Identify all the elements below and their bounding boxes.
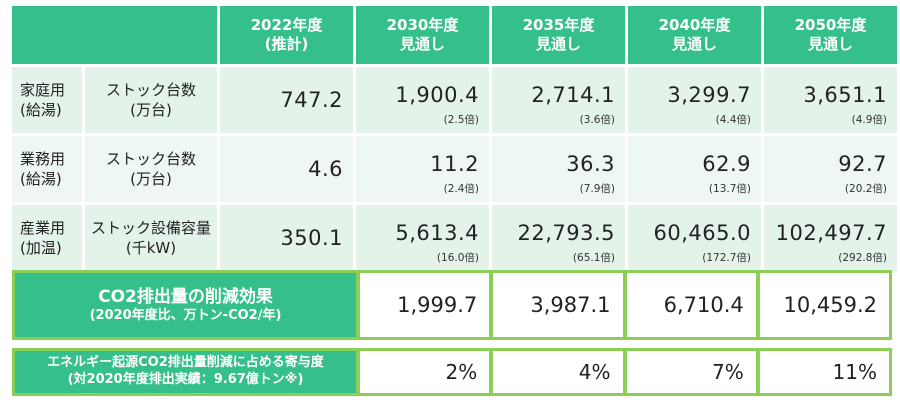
header-note: 見通し bbox=[807, 35, 853, 53]
multiplier: (13.7倍) bbox=[708, 183, 751, 195]
row-category-commercial: 業務用 (給湯) bbox=[12, 136, 82, 202]
value-cell: 22,793.5 (65.1倍) bbox=[492, 205, 625, 271]
value-number: 350.1 bbox=[280, 226, 343, 250]
multiplier: (4.9倍) bbox=[851, 114, 887, 126]
metric-line1: ストック台数 bbox=[105, 149, 196, 168]
metric-line2: (千kW) bbox=[125, 239, 177, 257]
value-cell: 2,714.1 (3.6倍) bbox=[492, 67, 625, 133]
header-2050: 2050年度 見通し bbox=[764, 6, 897, 64]
row-metric-industrial: ストック設備容量 (千kW) bbox=[85, 205, 217, 271]
value-number: 11.2 bbox=[430, 152, 479, 176]
multiplier: (65.1倍) bbox=[572, 252, 615, 264]
multiplier: (172.7倍) bbox=[702, 252, 751, 264]
value-cell: 62.9 (13.7倍) bbox=[628, 136, 761, 202]
metric-line1: ストック設備容量 bbox=[90, 218, 211, 237]
header-note: 見通し bbox=[535, 35, 581, 53]
header-2040: 2040年度 見通し bbox=[628, 6, 761, 64]
value-cell: 747.2 bbox=[220, 67, 353, 133]
value-number: 22,793.5 bbox=[517, 221, 615, 245]
co2-reduction-unit: (2020年度比、万トン-CO2/年) bbox=[89, 307, 282, 323]
category-line2: (給湯) bbox=[20, 170, 62, 188]
category-line2: (給湯) bbox=[20, 101, 62, 119]
row-metric-residential: ストック台数 (万台) bbox=[85, 67, 217, 133]
co2-reduction-2050: 10,459.2 bbox=[759, 273, 889, 337]
co2-reduction-label: CO2排出量の削減効果 (2020年度比、万トン-CO2/年) bbox=[15, 273, 356, 337]
value-cell: 1,900.4 (2.5倍) bbox=[356, 67, 489, 133]
header-year: 2030年度 bbox=[386, 16, 459, 35]
contribution-note: (対2020年度排出実績：9.67億トン※) bbox=[67, 372, 304, 387]
multiplier: (4.4倍) bbox=[715, 114, 751, 126]
value-number: 60,465.0 bbox=[653, 221, 751, 245]
value-cell: 350.1 bbox=[220, 205, 353, 271]
co2-reduction-2040: 6,710.4 bbox=[626, 273, 756, 337]
value-number: 1,900.4 bbox=[395, 83, 479, 107]
row-category-industrial: 産業用 (加温) bbox=[12, 205, 82, 271]
header-2022: 2022年度 (推計) bbox=[220, 6, 353, 64]
value-number: 5,613.4 bbox=[395, 221, 479, 245]
contribution-band: エネルギー起源CO2排出量削減に占める寄与度 (対2020年度排出実績：9.67… bbox=[12, 348, 892, 396]
multiplier: (3.6倍) bbox=[579, 114, 615, 126]
value-cell: 5,613.4 (16.0倍) bbox=[356, 205, 489, 271]
value-cell: 36.3 (7.9倍) bbox=[492, 136, 625, 202]
co2-reduction-title: CO2排出量の削減効果 bbox=[98, 286, 273, 307]
value-cell: 3,651.1 (4.9倍) bbox=[764, 67, 897, 133]
value-number: 3,299.7 bbox=[667, 83, 751, 107]
value-number: 4.6 bbox=[308, 157, 343, 181]
category-line1: 業務用 bbox=[20, 149, 66, 168]
multiplier: (2.4倍) bbox=[443, 183, 479, 195]
category-line1: 産業用 bbox=[20, 218, 66, 237]
multiplier: (7.9倍) bbox=[579, 183, 615, 195]
metric-line1: ストック台数 bbox=[105, 80, 196, 99]
contribution-2050: 11% bbox=[759, 351, 889, 393]
header-2030: 2030年度 見通し bbox=[356, 6, 489, 64]
value-cell: 4.6 bbox=[220, 136, 353, 202]
metric-line2: (万台) bbox=[130, 101, 172, 119]
co2-reduction-band: CO2排出量の削減効果 (2020年度比、万トン-CO2/年) 1,999.7 … bbox=[12, 270, 892, 340]
contribution-2035: 4% bbox=[493, 351, 623, 393]
header-year: 2035年度 bbox=[522, 16, 595, 35]
value-number: 62.9 bbox=[702, 152, 751, 176]
header-year: 2040年度 bbox=[658, 16, 731, 35]
value-number: 92.7 bbox=[838, 152, 887, 176]
multiplier: (20.2倍) bbox=[844, 183, 887, 195]
value-cell: 60,465.0 (172.7倍) bbox=[628, 205, 761, 271]
contribution-title: エネルギー起源CO2排出量削減に占める寄与度 bbox=[47, 355, 324, 371]
header-note: (推計) bbox=[264, 35, 309, 53]
header-note: 見通し bbox=[671, 35, 717, 53]
category-line1: 家庭用 bbox=[20, 80, 66, 99]
row-metric-commercial: ストック台数 (万台) bbox=[85, 136, 217, 202]
contribution-label: エネルギー起源CO2排出量削減に占める寄与度 (対2020年度排出実績：9.67… bbox=[15, 351, 356, 393]
header-year: 2050年度 bbox=[794, 16, 867, 35]
co2-reduction-2030: 1,999.7 bbox=[360, 273, 490, 337]
value-number: 102,497.7 bbox=[775, 221, 887, 245]
heat-pump-table: 2022年度 (推計) 2030年度 見通し 2035年度 見通し 2040年度… bbox=[12, 6, 897, 271]
value-cell: 11.2 (2.4倍) bbox=[356, 136, 489, 202]
row-category-residential: 家庭用 (給湯) bbox=[12, 67, 82, 133]
contribution-2030: 2% bbox=[360, 351, 490, 393]
multiplier: (16.0倍) bbox=[436, 252, 479, 264]
value-cell: 3,299.7 (4.4倍) bbox=[628, 67, 761, 133]
category-line2: (加温) bbox=[20, 239, 62, 257]
metric-line2: (万台) bbox=[130, 170, 172, 188]
header-2035: 2035年度 見通し bbox=[492, 6, 625, 64]
value-cell: 92.7 (20.2倍) bbox=[764, 136, 897, 202]
value-number: 3,651.1 bbox=[803, 83, 887, 107]
value-number: 36.3 bbox=[566, 152, 615, 176]
header-year: 2022年度 bbox=[250, 16, 323, 35]
co2-reduction-2035: 3,987.1 bbox=[493, 273, 623, 337]
value-number: 747.2 bbox=[280, 88, 343, 112]
header-note: 見通し bbox=[399, 35, 445, 53]
multiplier: (2.5倍) bbox=[443, 114, 479, 126]
contribution-2040: 7% bbox=[626, 351, 756, 393]
multiplier: (292.8倍) bbox=[838, 252, 887, 264]
header-blank bbox=[12, 6, 217, 64]
value-cell: 102,497.7 (292.8倍) bbox=[764, 205, 897, 271]
value-number: 2,714.1 bbox=[531, 83, 615, 107]
